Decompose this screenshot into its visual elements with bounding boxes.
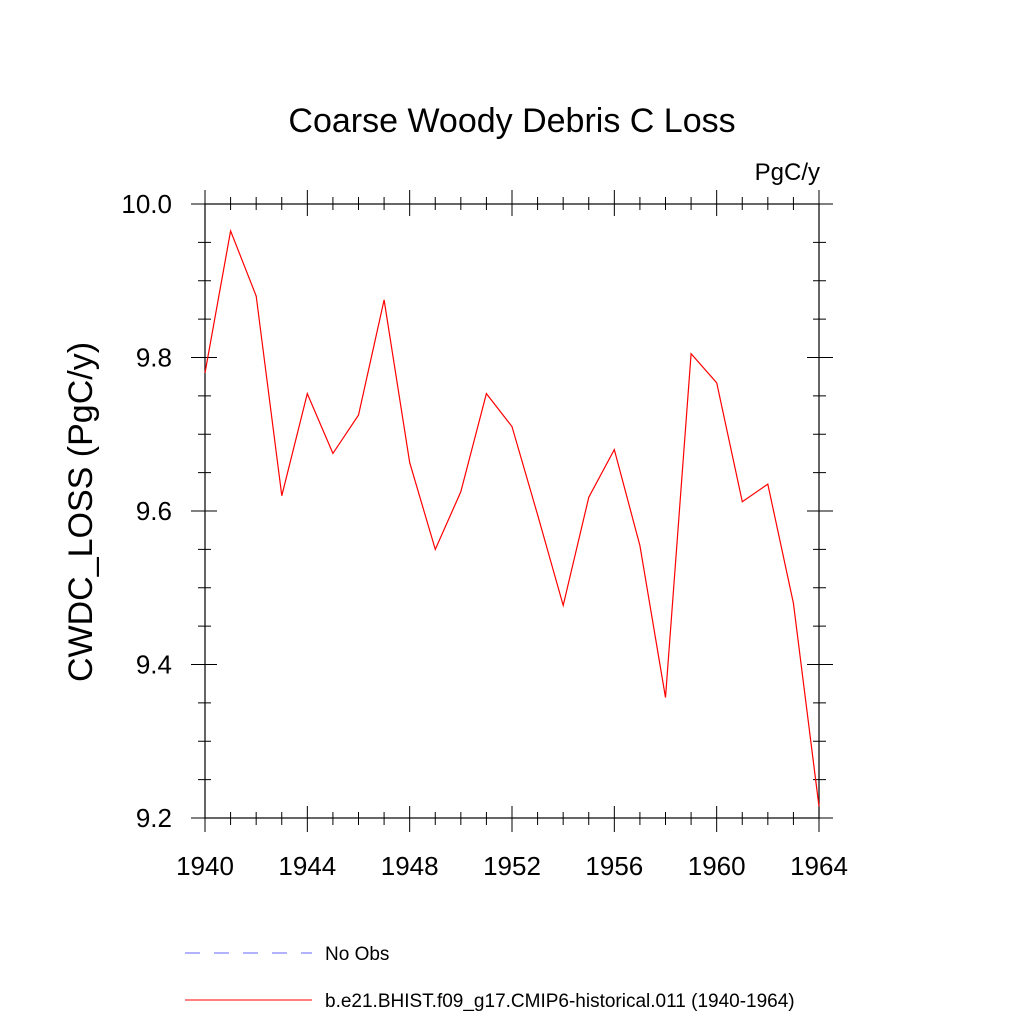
- data-point: [587, 496, 590, 499]
- data-point: [741, 500, 744, 503]
- data-point: [331, 452, 334, 455]
- data-point: [357, 414, 360, 417]
- chart-title: Coarse Woody Debris C Loss: [288, 102, 735, 140]
- data-point: [664, 696, 667, 699]
- y-tick-label: 9.2: [136, 803, 172, 833]
- x-tick-label: 1944: [278, 851, 336, 881]
- y-tick-label: 10.0: [121, 189, 172, 219]
- x-tick-label: 1948: [381, 851, 439, 881]
- legend: No Obs b.e21.BHIST.f09_g17.CMIP6-historic…: [185, 944, 795, 1012]
- series-line: [204, 228, 820, 807]
- y-tick-label: 9.8: [136, 343, 172, 373]
- data-point: [408, 461, 411, 464]
- data-point: [562, 604, 565, 607]
- units-label: PgC/y: [755, 159, 820, 186]
- legend-label: No Obs: [325, 944, 389, 965]
- legend-label: b.e21.BHIST.f09_g17.CMIP6-historical.011…: [325, 991, 795, 1012]
- data-point: [638, 544, 641, 547]
- x-tick-label: 1956: [585, 851, 643, 881]
- x-tick-label: 1964: [790, 851, 848, 881]
- data-point: [255, 295, 258, 298]
- x-tick-label: 1940: [176, 851, 234, 881]
- data-point: [204, 371, 207, 374]
- x-tick-label: 1952: [483, 851, 541, 881]
- y-tick-label: 9.4: [136, 650, 172, 680]
- plot-frame: [204, 203, 820, 819]
- data-point: [306, 392, 309, 395]
- data-point: [792, 602, 795, 605]
- plot-area: 1940 1944 1948 1952 1956 1960 1964 9.2 9.4 9.6 9.8…: [121, 189, 848, 881]
- data-point: [613, 448, 616, 451]
- data-point: [383, 298, 386, 301]
- data-point: [459, 490, 462, 493]
- data-point: [485, 392, 488, 395]
- data-point: [511, 425, 514, 428]
- data-point: [690, 352, 693, 355]
- data-point: [280, 494, 283, 497]
- data-point: [536, 513, 539, 516]
- x-tick-label: 1960: [688, 851, 746, 881]
- data-point: [818, 805, 821, 808]
- y-tick-label: 9.6: [136, 496, 172, 526]
- data-point: [434, 548, 437, 551]
- data-point: [229, 229, 232, 232]
- data-point: [715, 381, 718, 384]
- y-axis-label: CWDC_LOSS (PgC/y): [62, 342, 100, 682]
- data-point: [766, 483, 769, 486]
